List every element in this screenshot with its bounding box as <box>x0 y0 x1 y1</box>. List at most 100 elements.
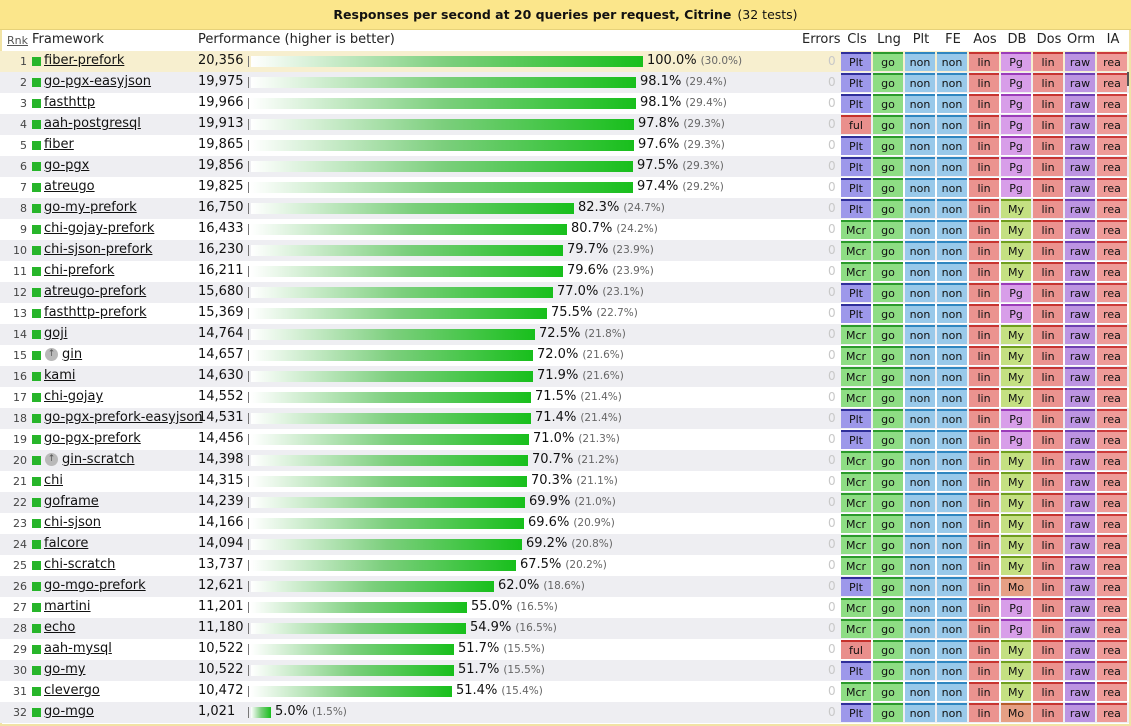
attribute-cell-orm[interactable]: raw <box>1065 157 1095 176</box>
framework-link[interactable]: chi-gojay-prefork <box>44 221 155 236</box>
attribute-cell-cls[interactable]: Mcr <box>841 325 871 344</box>
table-row[interactable]: 10 chi-sjson-prefork 16,230 79.7% (23.9%) 0 Mc… <box>0 240 1129 261</box>
attribute-cell-orm[interactable]: raw <box>1065 325 1095 344</box>
attribute-cell-aos[interactable]: lin <box>969 115 999 134</box>
attribute-cell-db[interactable]: My <box>1001 661 1031 680</box>
attribute-cell-orm[interactable]: raw <box>1065 514 1095 533</box>
attribute-cell-orm[interactable]: raw <box>1065 52 1095 71</box>
table-row[interactable]: 2 go-pgx-easyjson 19,975 98.1% (29.4%) 0 Plt go… <box>0 72 1129 93</box>
attribute-cell-fe[interactable]: non <box>937 199 967 218</box>
table-row[interactable]: 14 goji 14,764 72.5% (21.8%) 0 Mcr go non non lin M… <box>0 324 1129 345</box>
attribute-cell-aos[interactable]: lin <box>969 472 999 491</box>
attribute-cell-db[interactable]: My <box>1001 220 1031 239</box>
attribute-cell-lng[interactable]: go <box>873 73 903 92</box>
attribute-cell-plt[interactable]: non <box>905 640 935 659</box>
attribute-cell-fe[interactable]: non <box>937 430 967 449</box>
attribute-cell-plt[interactable]: non <box>905 136 935 155</box>
attribute-cell-fe[interactable]: non <box>937 493 967 512</box>
attribute-cell-cls[interactable]: Plt <box>841 94 871 113</box>
attribute-cell-fe[interactable]: non <box>937 262 967 281</box>
attribute-cell-cls[interactable]: Mcr <box>841 388 871 407</box>
table-row[interactable]: 28 echo 11,180 54.9% (16.5%) 0 Mcr go non non lin P… <box>0 618 1129 639</box>
attribute-cell-aos[interactable]: lin <box>969 556 999 575</box>
attribute-cell-ia[interactable]: rea <box>1097 220 1127 239</box>
attribute-cell-aos[interactable]: lin <box>969 178 999 197</box>
attribute-cell-lng[interactable]: go <box>873 661 903 680</box>
attribute-cell-dos[interactable]: lin <box>1033 598 1063 617</box>
attribute-cell-lng[interactable]: go <box>873 430 903 449</box>
attribute-cell-ia[interactable]: rea <box>1097 556 1127 575</box>
attribute-cell-db[interactable]: Mo <box>1001 703 1031 722</box>
attribute-cell-cls[interactable]: Mcr <box>841 346 871 365</box>
attribute-cell-lng[interactable]: go <box>873 136 903 155</box>
attribute-cell-fe[interactable]: non <box>937 346 967 365</box>
attribute-cell-aos[interactable]: lin <box>969 430 999 449</box>
attribute-cell-cls[interactable]: Mcr <box>841 556 871 575</box>
attribute-cell-cls[interactable]: Mcr <box>841 367 871 386</box>
attribute-cell-aos[interactable]: lin <box>969 157 999 176</box>
attribute-cell-dos[interactable]: lin <box>1033 283 1063 302</box>
attribute-cell-db[interactable]: Pg <box>1001 136 1031 155</box>
attribute-cell-orm[interactable]: raw <box>1065 115 1095 134</box>
attribute-cell-lng[interactable]: go <box>873 157 903 176</box>
table-row[interactable]: 13 fasthttp-prefork 15,369 75.5% (22.7%) 0 Plt… <box>0 303 1129 324</box>
framework-link[interactable]: aah-mysql <box>44 641 112 656</box>
attribute-cell-orm[interactable]: raw <box>1065 493 1095 512</box>
attribute-cell-aos[interactable]: lin <box>969 241 999 260</box>
attribute-cell-ia[interactable]: rea <box>1097 619 1127 638</box>
framework-link[interactable]: chi-sjson-prefork <box>44 242 153 257</box>
attribute-cell-dos[interactable]: lin <box>1033 556 1063 575</box>
attribute-cell-aos[interactable]: lin <box>969 325 999 344</box>
attribute-cell-orm[interactable]: raw <box>1065 451 1095 470</box>
framework-link[interactable]: martini <box>44 599 91 614</box>
attribute-cell-aos[interactable]: lin <box>969 598 999 617</box>
attribute-cell-db[interactable]: My <box>1001 556 1031 575</box>
attribute-cell-plt[interactable]: non <box>905 241 935 260</box>
attribute-cell-fe[interactable]: non <box>937 220 967 239</box>
attribute-cell-lng[interactable]: go <box>873 367 903 386</box>
attribute-cell-aos[interactable]: lin <box>969 304 999 323</box>
attribute-cell-orm[interactable]: raw <box>1065 136 1095 155</box>
framework-link[interactable]: fasthttp-prefork <box>44 305 147 320</box>
attribute-cell-fe[interactable]: non <box>937 283 967 302</box>
attribute-cell-db[interactable]: Pg <box>1001 157 1031 176</box>
framework-link[interactable]: aah-postgresql <box>44 116 141 131</box>
table-row[interactable]: 30 go-my 10,522 51.7% (15.5%) 0 Plt go non non lin… <box>0 660 1129 681</box>
attribute-cell-cls[interactable]: Plt <box>841 661 871 680</box>
framework-link[interactable]: chi <box>44 473 63 488</box>
attribute-cell-aos[interactable]: lin <box>969 640 999 659</box>
attribute-cell-lng[interactable]: go <box>873 262 903 281</box>
attribute-cell-aos[interactable]: lin <box>969 52 999 71</box>
attribute-cell-aos[interactable]: lin <box>969 262 999 281</box>
table-row[interactable]: 25 chi-scratch 13,737 67.5% (20.2%) 0 Mcr go non… <box>0 555 1129 576</box>
table-row[interactable]: 26 go-mgo-prefork 12,621 62.0% (18.6%) 0 Plt go… <box>0 576 1129 597</box>
attribute-cell-fe[interactable]: non <box>937 157 967 176</box>
attribute-cell-db[interactable]: My <box>1001 367 1031 386</box>
attribute-cell-db[interactable]: My <box>1001 535 1031 554</box>
attribute-cell-fe[interactable]: non <box>937 577 967 596</box>
attribute-cell-lng[interactable]: go <box>873 178 903 197</box>
framework-link[interactable]: go-pgx-prefork <box>44 431 141 446</box>
attribute-cell-plt[interactable]: non <box>905 556 935 575</box>
attribute-cell-lng[interactable]: go <box>873 304 903 323</box>
attribute-cell-lng[interactable]: go <box>873 556 903 575</box>
attribute-cell-dos[interactable]: lin <box>1033 94 1063 113</box>
attribute-cell-orm[interactable]: raw <box>1065 262 1095 281</box>
attribute-cell-cls[interactable]: Mcr <box>841 619 871 638</box>
framework-link[interactable]: go-mgo <box>44 704 95 719</box>
attribute-cell-cls[interactable]: Plt <box>841 178 871 197</box>
attribute-cell-orm[interactable]: raw <box>1065 367 1095 386</box>
attribute-cell-ia[interactable]: rea <box>1097 136 1127 155</box>
attribute-cell-fe[interactable]: non <box>937 52 967 71</box>
table-row[interactable]: 21 chi 14,315 70.3% (21.1%) 0 Mcr go non non lin My… <box>0 471 1129 492</box>
attribute-cell-db[interactable]: My <box>1001 472 1031 491</box>
attribute-cell-lng[interactable]: go <box>873 283 903 302</box>
attribute-cell-lng[interactable]: go <box>873 535 903 554</box>
attribute-cell-dos[interactable]: lin <box>1033 325 1063 344</box>
attribute-cell-plt[interactable]: non <box>905 535 935 554</box>
attribute-cell-dos[interactable]: lin <box>1033 451 1063 470</box>
framework-link[interactable]: goframe <box>44 494 99 509</box>
attribute-cell-dos[interactable]: lin <box>1033 514 1063 533</box>
attribute-cell-cls[interactable]: Mcr <box>841 514 871 533</box>
attribute-cell-ia[interactable]: rea <box>1097 409 1127 428</box>
